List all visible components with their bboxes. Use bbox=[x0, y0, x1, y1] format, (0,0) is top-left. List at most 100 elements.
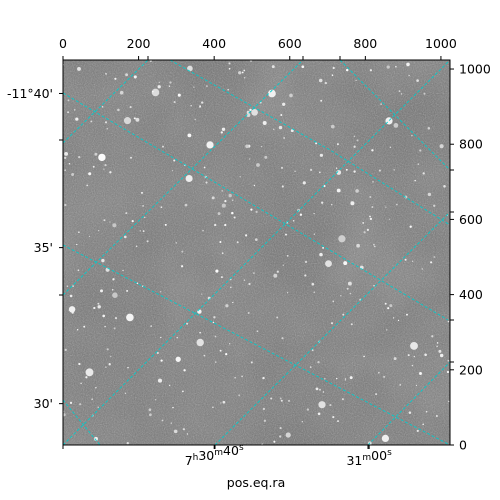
star bbox=[95, 387, 96, 388]
star bbox=[165, 224, 167, 226]
star bbox=[422, 268, 423, 269]
star bbox=[152, 91, 154, 93]
star bbox=[301, 65, 304, 68]
y-tick-label: 0 bbox=[459, 438, 467, 453]
star bbox=[348, 282, 352, 286]
x-tick-label: 600 bbox=[278, 36, 302, 51]
star bbox=[240, 176, 241, 177]
star bbox=[75, 117, 78, 120]
star bbox=[363, 356, 365, 358]
star bbox=[223, 401, 226, 404]
star bbox=[408, 75, 409, 76]
star bbox=[355, 80, 356, 81]
star bbox=[280, 114, 282, 116]
star bbox=[109, 221, 110, 222]
star bbox=[64, 170, 65, 171]
star bbox=[127, 442, 129, 444]
star bbox=[70, 295, 73, 298]
star bbox=[77, 329, 78, 330]
star bbox=[222, 190, 223, 191]
star bbox=[331, 125, 335, 129]
star bbox=[448, 401, 449, 402]
star bbox=[64, 157, 66, 159]
star bbox=[354, 136, 356, 138]
star bbox=[257, 330, 259, 332]
star bbox=[229, 194, 232, 197]
star bbox=[220, 350, 222, 352]
star bbox=[125, 73, 128, 76]
star bbox=[289, 94, 293, 98]
star bbox=[97, 305, 100, 308]
star bbox=[78, 269, 80, 271]
star bbox=[124, 117, 131, 124]
star bbox=[202, 230, 203, 231]
x-tick-label: 1000 bbox=[425, 36, 457, 51]
star bbox=[102, 315, 105, 318]
star bbox=[149, 408, 152, 411]
star bbox=[304, 274, 306, 276]
star bbox=[224, 200, 226, 202]
star bbox=[394, 169, 395, 170]
x-axis-label: pos.eq.ra bbox=[227, 475, 285, 490]
star bbox=[234, 377, 235, 378]
star bbox=[351, 323, 353, 325]
star bbox=[140, 230, 141, 231]
star bbox=[419, 372, 422, 375]
star bbox=[187, 433, 188, 434]
star bbox=[215, 270, 218, 273]
star bbox=[135, 118, 139, 122]
star bbox=[150, 325, 152, 327]
star bbox=[448, 360, 450, 362]
star bbox=[370, 69, 372, 71]
star bbox=[273, 441, 275, 443]
star bbox=[237, 241, 239, 243]
star bbox=[169, 385, 170, 386]
star bbox=[109, 363, 111, 365]
star bbox=[69, 163, 70, 164]
star bbox=[64, 152, 68, 156]
image-area bbox=[63, 59, 450, 445]
star bbox=[68, 99, 70, 101]
star bbox=[86, 185, 88, 187]
star bbox=[112, 289, 114, 291]
star bbox=[93, 307, 95, 309]
star bbox=[219, 241, 221, 243]
star bbox=[438, 350, 441, 353]
ra-tick-label: 31m00s bbox=[346, 448, 392, 468]
star bbox=[221, 131, 223, 133]
star bbox=[143, 230, 145, 232]
star bbox=[320, 154, 323, 157]
star bbox=[162, 420, 164, 422]
star bbox=[398, 320, 399, 321]
star bbox=[282, 185, 284, 187]
star bbox=[401, 93, 403, 95]
star bbox=[406, 63, 410, 67]
star bbox=[333, 67, 335, 69]
star bbox=[319, 253, 323, 257]
star bbox=[107, 348, 109, 350]
star bbox=[353, 146, 355, 148]
star bbox=[80, 383, 81, 384]
star bbox=[346, 169, 348, 171]
star bbox=[408, 354, 410, 356]
star bbox=[104, 326, 106, 328]
star bbox=[279, 435, 281, 437]
star bbox=[249, 158, 250, 159]
star bbox=[222, 252, 224, 254]
star bbox=[416, 79, 419, 82]
star bbox=[280, 397, 282, 399]
star bbox=[205, 182, 207, 184]
star bbox=[426, 411, 428, 413]
star bbox=[238, 394, 240, 396]
star bbox=[90, 120, 92, 122]
star bbox=[302, 421, 303, 422]
star bbox=[251, 361, 253, 363]
star bbox=[357, 139, 359, 141]
star bbox=[157, 352, 159, 354]
star bbox=[281, 167, 283, 169]
star bbox=[314, 233, 315, 234]
star bbox=[353, 170, 355, 172]
star bbox=[418, 163, 420, 165]
star bbox=[134, 75, 137, 78]
